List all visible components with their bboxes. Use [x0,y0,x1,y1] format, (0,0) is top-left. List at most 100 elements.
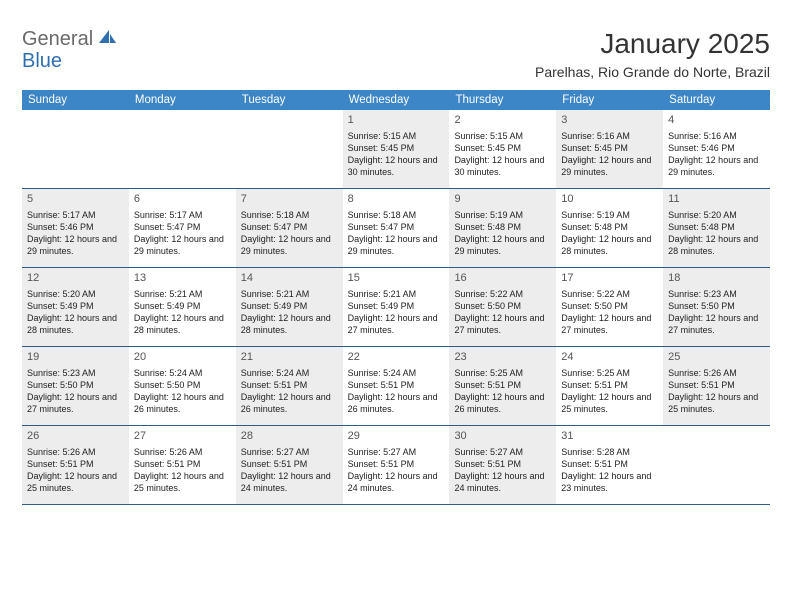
day-number: 7 [241,192,338,207]
sunset-text: Sunset: 5:46 PM [27,221,124,233]
sunset-text: Sunset: 5:51 PM [454,458,551,470]
daylight-text: Daylight: 12 hours and 26 minutes. [241,391,338,415]
sunset-text: Sunset: 5:48 PM [561,221,658,233]
day-number: 4 [668,113,765,128]
day-number: 5 [27,192,124,207]
sunrise-text: Sunrise: 5:26 AM [27,446,124,458]
day-cell: 29Sunrise: 5:27 AMSunset: 5:51 PMDayligh… [343,426,450,504]
sunset-text: Sunset: 5:51 PM [454,379,551,391]
day-number: 31 [561,429,658,444]
day-cell: 27 Sunrise: 5:26 AMSunset: 5:51 PMDayligh… [129,426,236,504]
day-number: 8 [348,192,445,207]
day-number: 16 [454,271,551,286]
day-number: 12 [27,271,124,286]
day-cell: 10 Sunrise: 5:19 AMSunset: 5:48 PMDayligh… [556,189,663,267]
sunrise-text: Sunrise: 5:27 AM [348,446,445,458]
sunset-text: Sunset: 5:51 PM [134,458,231,470]
sunrise-text: Sunrise: 5:28 AM [561,446,658,458]
logo-text-general: General [22,28,93,51]
sunset-text: Sunset: 5:50 PM [134,379,231,391]
sunset-text: Sunset: 5:49 PM [134,300,231,312]
week-row: 26Sunrise: 5:26 AMSunset: 5:51 PMDayligh… [22,426,770,505]
day-cell: 4Sunrise: 5:16 AMSunset: 5:46 PMDaylight… [663,110,770,188]
daylight-text: Daylight: 12 hours and 24 minutes. [241,470,338,494]
sunset-text: Sunset: 5:51 PM [348,379,445,391]
daylight-text: Daylight: 12 hours and 25 minutes. [134,470,231,494]
sunrise-text: Sunrise: 5:23 AM [27,367,124,379]
daylight-text: Daylight: 12 hours and 25 minutes. [668,391,765,415]
day-number: 6 [134,192,231,207]
daylight-text: Daylight: 12 hours and 28 minutes. [27,312,124,336]
sunset-text: Sunset: 5:51 PM [561,458,658,470]
dayhead-wed: Wednesday [343,90,450,110]
day-cell: 18Sunrise: 5:23 AMSunset: 5:50 PMDayligh… [663,268,770,346]
sunrise-text: Sunrise: 5:18 AM [348,209,445,221]
daylight-text: Daylight: 12 hours and 26 minutes. [134,391,231,415]
day-number: 3 [561,113,658,128]
daylight-text: Daylight: 12 hours and 27 minutes. [27,391,124,415]
daylight-text: Daylight: 12 hours and 29 minutes. [27,233,124,257]
day-number: 15 [348,271,445,286]
daylight-text: Daylight: 12 hours and 30 minutes. [454,154,551,178]
calendar-grid: Sunday Monday Tuesday Wednesday Thursday… [22,90,770,505]
sunrise-text: Sunrise: 5:26 AM [134,446,231,458]
sunrise-text: Sunrise: 5:15 AM [454,130,551,142]
day-cell: 31 Sunrise: 5:28 AMSunset: 5:51 PMDayligh… [556,426,663,504]
day-number: 27 [134,429,231,444]
day-number: 23 [454,350,551,365]
day-cell: 26Sunrise: 5:26 AMSunset: 5:51 PMDayligh… [22,426,129,504]
daylight-text: Daylight: 12 hours and 29 minutes. [561,154,658,178]
week-row: 5Sunrise: 5:17 AMSunset: 5:46 PMDaylight… [22,189,770,268]
day-cell: 14Sunrise: 5:21 AMSunset: 5:49 PMDayligh… [236,268,343,346]
day-cell: 30Sunrise: 5:27 AMSunset: 5:51 PMDayligh… [449,426,556,504]
daylight-text: Daylight: 12 hours and 28 minutes. [561,233,658,257]
day-cell: 11Sunrise: 5:20 AMSunset: 5:48 PMDayligh… [663,189,770,267]
sunrise-text: Sunrise: 5:17 AM [134,209,231,221]
sunset-text: Sunset: 5:45 PM [348,142,445,154]
day-number: 14 [241,271,338,286]
logo: General [22,28,120,51]
dayhead-sun: Sunday [22,90,129,110]
sunset-text: Sunset: 5:51 PM [241,458,338,470]
sunrise-text: Sunrise: 5:19 AM [454,209,551,221]
day-number: 17 [561,271,658,286]
month-title: January 2025 [535,28,770,60]
sunset-text: Sunset: 5:45 PM [561,142,658,154]
sunset-text: Sunset: 5:50 PM [454,300,551,312]
dayhead-tue: Tuesday [236,90,343,110]
day-cell: 13Sunrise: 5:21 AMSunset: 5:49 PMDayligh… [129,268,236,346]
sunrise-text: Sunrise: 5:22 AM [454,288,551,300]
sunrise-text: Sunrise: 5:18 AM [241,209,338,221]
sunset-text: Sunset: 5:49 PM [241,300,338,312]
sunrise-text: Sunrise: 5:19 AM [561,209,658,221]
sunset-text: Sunset: 5:51 PM [561,379,658,391]
daylight-text: Daylight: 12 hours and 23 minutes. [561,470,658,494]
daylight-text: Daylight: 12 hours and 29 minutes. [241,233,338,257]
week-row: 12Sunrise: 5:20 AMSunset: 5:49 PMDayligh… [22,268,770,347]
day-number: 22 [348,350,445,365]
day-cell: 22Sunrise: 5:24 AMSunset: 5:51 PMDayligh… [343,347,450,425]
day-number: 18 [668,271,765,286]
daylight-text: Daylight: 12 hours and 30 minutes. [348,154,445,178]
day-cell: 7Sunrise: 5:18 AMSunset: 5:47 PMDaylight… [236,189,343,267]
week-row: 19Sunrise: 5:23 AMSunset: 5:50 PMDayligh… [22,347,770,426]
day-number: 29 [348,429,445,444]
day-cell: 16 Sunrise: 5:22 AMSunset: 5:50 PMDayligh… [449,268,556,346]
sunrise-text: Sunrise: 5:24 AM [348,367,445,379]
sunrise-text: Sunrise: 5:17 AM [27,209,124,221]
sunset-text: Sunset: 5:46 PM [668,142,765,154]
daylight-text: Daylight: 12 hours and 27 minutes. [454,312,551,336]
sunrise-text: Sunrise: 5:27 AM [241,446,338,458]
daylight-text: Daylight: 12 hours and 26 minutes. [454,391,551,415]
sunset-text: Sunset: 5:48 PM [668,221,765,233]
day-number: 10 [561,192,658,207]
weeks-container: 1Sunrise: 5:15 AMSunset: 5:45 PMDaylight… [22,110,770,505]
day-cell: 24Sunrise: 5:25 AMSunset: 5:51 PMDayligh… [556,347,663,425]
day-cell: 21Sunrise: 5:24 AMSunset: 5:51 PMDayligh… [236,347,343,425]
sunrise-text: Sunrise: 5:25 AM [454,367,551,379]
sunset-text: Sunset: 5:47 PM [134,221,231,233]
location-text: Parelhas, Rio Grande do Norte, Brazil [535,64,770,80]
day-number: 1 [348,113,445,128]
sunrise-text: Sunrise: 5:15 AM [348,130,445,142]
day-header-row: Sunday Monday Tuesday Wednesday Thursday… [22,90,770,110]
